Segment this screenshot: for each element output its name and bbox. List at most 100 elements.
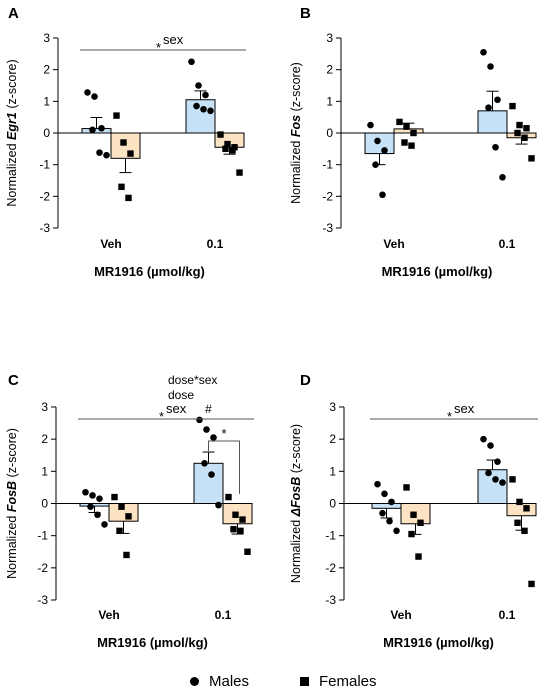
data-point-male (188, 58, 195, 66)
x-axis-label: MR1916 (µmol/kg) (383, 635, 494, 650)
y-axis-label-prefix: Normalized (289, 137, 303, 204)
data-point-female (410, 511, 417, 518)
panel-letter: B (300, 5, 311, 22)
data-point-male (96, 149, 103, 156)
data-point-male (195, 82, 202, 89)
data-point-male (98, 124, 105, 132)
data-point-male (201, 459, 208, 467)
data-point-female (123, 551, 130, 559)
data-point-female (236, 169, 243, 176)
data-point-male (499, 479, 506, 486)
circle-marker-icon (190, 677, 199, 686)
data-point-male (386, 517, 393, 525)
data-point-female (111, 493, 118, 501)
y-tick-label: 2 (329, 432, 336, 446)
data-point-male (89, 492, 96, 499)
data-point-male (393, 527, 400, 535)
data-point-female (113, 112, 120, 119)
pair-star: * (221, 426, 226, 441)
y-axis-label: Normalized ΔFosB (z-score) (289, 424, 303, 583)
y-tick-label: -2 (325, 561, 336, 575)
data-point-male (487, 63, 494, 70)
x-category-label: Veh (100, 237, 121, 251)
y-tick-label: 2 (41, 432, 48, 446)
data-point-male (193, 102, 200, 110)
y-tick-label: 3 (41, 400, 48, 414)
data-point-female (408, 530, 415, 538)
data-point-male (89, 126, 96, 134)
legend-males-label: Males (209, 673, 250, 690)
y-axis-label: Normalized FosB (z-score) (5, 428, 19, 579)
data-point-female (401, 139, 408, 146)
data-point-female (415, 553, 422, 560)
y-tick-label: -1 (39, 158, 50, 172)
y-tick-label: 2 (326, 63, 333, 77)
y-tick-label: -2 (37, 561, 48, 575)
panel-letter: A (8, 5, 19, 22)
data-point-female (120, 139, 127, 146)
legend-females-label: Females (319, 673, 377, 690)
legend: Males Females (0, 673, 550, 695)
y-tick-label: -3 (37, 593, 48, 607)
data-point-female (523, 505, 530, 512)
y-tick-label: -2 (322, 189, 333, 203)
data-point-male (367, 121, 374, 129)
chart-panel-C: C 3 2 1 0 -1 -2 -3 Normalized FosB (z-score) Veh 0… (5, 372, 254, 650)
data-point-female (224, 140, 231, 148)
data-point-male (82, 488, 89, 496)
data-point-female (509, 476, 516, 483)
y-axis-label-prefix: Normalized (5, 512, 19, 579)
bar-males-1 (477, 110, 508, 134)
data-point-male (388, 498, 395, 506)
data-point-male (374, 137, 381, 145)
significance-star: * (156, 40, 161, 55)
data-point-female (523, 125, 530, 132)
y-axis-label-gene: Egr1 (5, 112, 19, 140)
data-point-female (125, 513, 132, 520)
y-axis-label-prefix: Normalized (289, 516, 303, 583)
y-tick-label: 3 (43, 31, 50, 45)
y-axis-label-gene: ΔFosB (289, 477, 303, 518)
y-tick-label: 3 (329, 400, 336, 414)
significance-label-sex: sex (163, 32, 184, 47)
data-point-male (200, 105, 207, 113)
data-point-male (196, 416, 203, 424)
data-point-female (514, 129, 521, 137)
y-axis-label: Normalized Egr1 (z-score) (5, 59, 19, 206)
data-point-female (232, 511, 239, 518)
data-point-female (244, 548, 251, 555)
chart-panel-A: A 3 2 1 0 -1 -2 -3 Normalized Egr1 (z-score) Veh 0… (5, 5, 246, 279)
data-point-female (239, 516, 246, 523)
data-point-female (516, 121, 523, 129)
data-point-male (487, 442, 494, 449)
data-point-male (372, 161, 379, 168)
data-point-female (217, 131, 224, 138)
y-tick-label: 0 (329, 497, 336, 511)
data-point-male (96, 495, 103, 502)
data-point-female (514, 519, 521, 526)
data-point-male (91, 93, 98, 100)
y-axis-label-gene: FosB (5, 481, 19, 512)
y-tick-label: -1 (322, 158, 333, 172)
y-tick-label: 1 (329, 464, 336, 478)
data-point-male (207, 107, 214, 115)
data-point-male (381, 147, 388, 154)
data-point-female (222, 145, 229, 153)
data-point-female (521, 527, 528, 535)
y-tick-label: 1 (41, 464, 48, 478)
significance-label-sex: sex (166, 401, 187, 416)
y-tick-label: 0 (41, 497, 48, 511)
data-point-female (408, 142, 415, 149)
data-point-male (103, 151, 110, 159)
data-point-male (492, 476, 499, 483)
data-point-female (521, 134, 528, 141)
data-point-female (410, 129, 417, 137)
significance-star: * (447, 409, 452, 424)
data-point-female (118, 183, 125, 191)
x-category-label: 0.1 (499, 237, 516, 251)
y-tick-label: -3 (325, 593, 336, 607)
y-tick-label: -3 (322, 221, 333, 235)
panel-letter: C (8, 372, 19, 389)
data-point-male (84, 89, 91, 96)
